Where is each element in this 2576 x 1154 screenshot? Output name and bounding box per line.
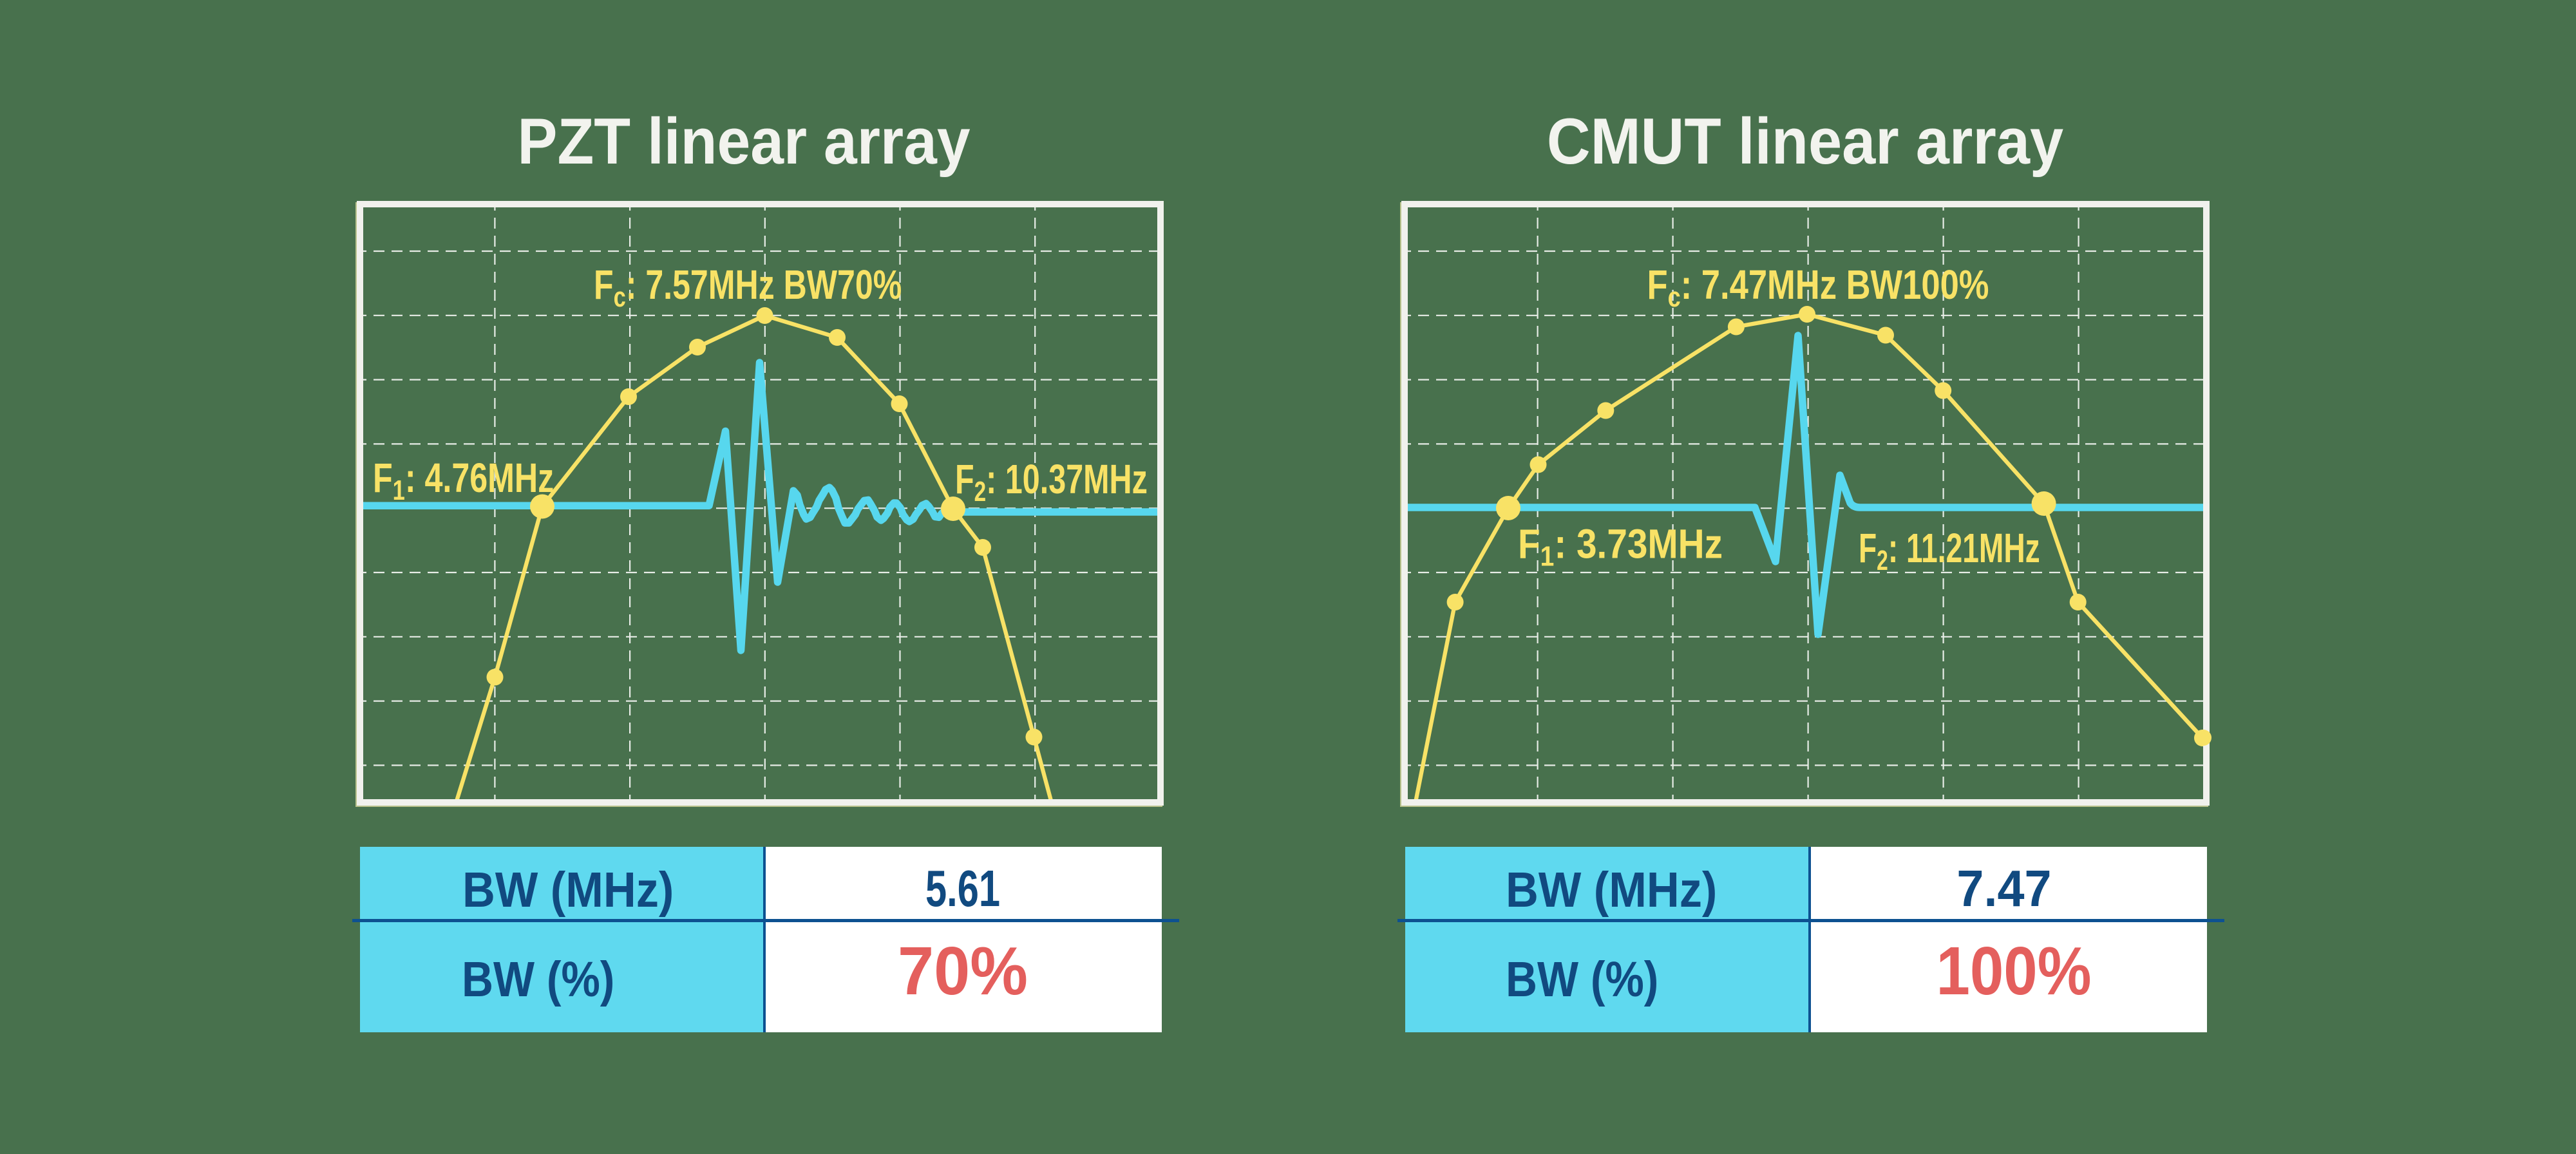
svg-text:F1: 3.73MHz: F1: 3.73MHz <box>1518 520 1723 572</box>
svg-text:Fc: 7.57MHz BW70%: Fc: 7.57MHz BW70% <box>594 262 902 313</box>
svg-text:F2: 10.37MHz: F2: 10.37MHz <box>955 457 1148 507</box>
svg-text:Fc: 7.47MHz BW100%: Fc: 7.47MHz BW100% <box>1647 262 1989 313</box>
svg-text:F2: 11.21MHz: F2: 11.21MHz <box>1859 524 2040 576</box>
svg-text:F1: 4.76MHz: F1: 4.76MHz <box>373 455 554 506</box>
